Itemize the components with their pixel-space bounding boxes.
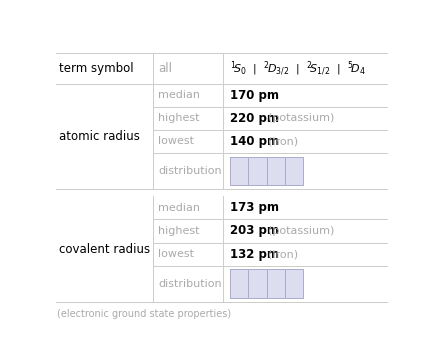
- Text: term symbol: term symbol: [59, 62, 133, 75]
- Text: (iron): (iron): [268, 136, 299, 146]
- Text: covalent radius: covalent radius: [59, 243, 150, 256]
- Bar: [267, 269, 285, 298]
- Text: lowest: lowest: [159, 136, 194, 146]
- Bar: [230, 269, 248, 298]
- Text: lowest: lowest: [159, 249, 194, 259]
- Text: highest: highest: [159, 226, 200, 236]
- Text: all: all: [159, 62, 172, 75]
- Text: median: median: [159, 90, 200, 100]
- Text: highest: highest: [159, 113, 200, 123]
- Text: 132 pm: 132 pm: [230, 248, 279, 261]
- Text: 170 pm: 170 pm: [230, 89, 279, 102]
- Text: 203 pm: 203 pm: [230, 224, 279, 237]
- Bar: [248, 156, 267, 185]
- Text: (potassium): (potassium): [268, 113, 335, 123]
- Bar: [56, 189, 387, 196]
- Text: atomic radius: atomic radius: [59, 130, 140, 143]
- Text: $^1\!S_0$  |  $^2\!D_{3/2}$  |  $^2\!S_{1/2}$  |  $^5\!D_4$: $^1\!S_0$ | $^2\!D_{3/2}$ | $^2\!S_{1/2}…: [230, 59, 366, 78]
- Text: 173 pm: 173 pm: [230, 201, 279, 215]
- Text: (electronic ground state properties): (electronic ground state properties): [57, 309, 232, 319]
- Bar: [285, 156, 303, 185]
- Bar: [248, 269, 267, 298]
- Text: (potassium): (potassium): [268, 226, 335, 236]
- Bar: [267, 156, 285, 185]
- Text: distribution: distribution: [159, 166, 222, 176]
- Text: distribution: distribution: [159, 279, 222, 289]
- Text: 140 pm: 140 pm: [230, 135, 279, 148]
- Bar: [285, 269, 303, 298]
- Bar: [230, 156, 248, 185]
- Text: 220 pm: 220 pm: [230, 112, 279, 125]
- Text: (iron): (iron): [268, 249, 299, 259]
- Text: median: median: [159, 203, 200, 213]
